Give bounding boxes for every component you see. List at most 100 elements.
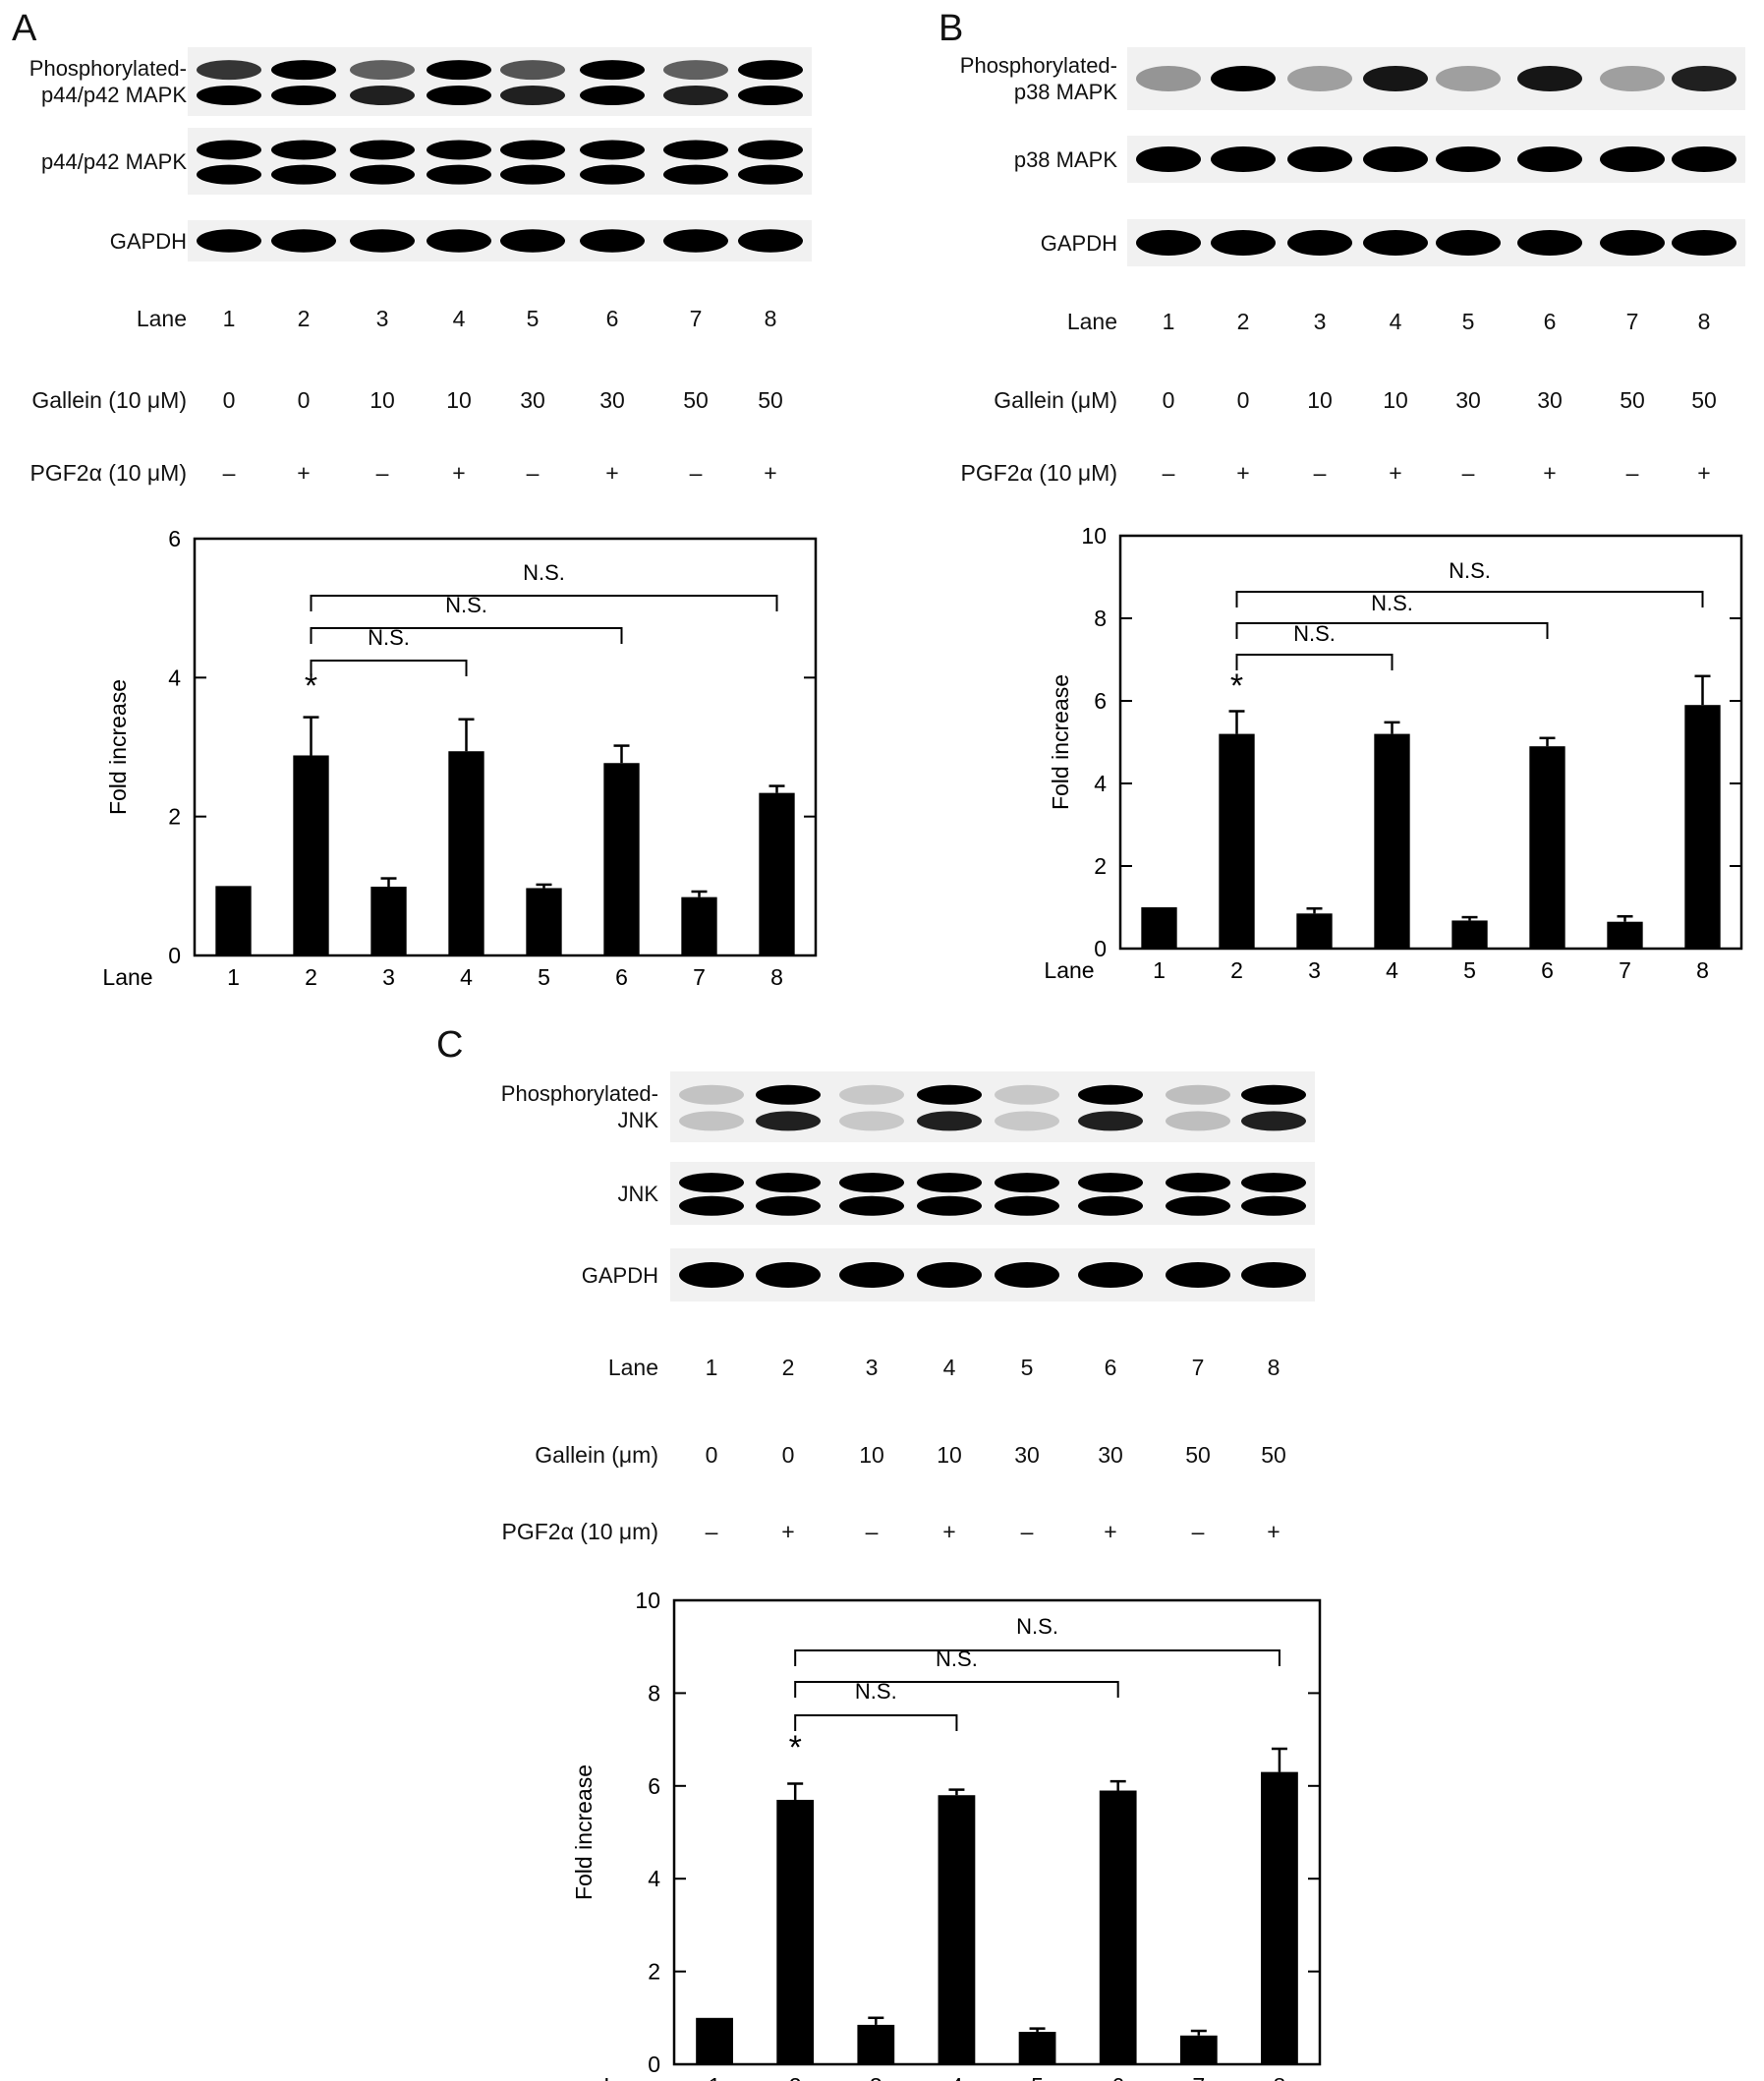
condition-value: 10 xyxy=(446,387,472,413)
blot-band xyxy=(580,164,645,185)
blot-band xyxy=(1211,146,1276,172)
blot-band xyxy=(756,1173,821,1193)
blot-label: Phosphorylated-p38 MAPK xyxy=(959,53,1117,104)
blot-band xyxy=(995,1111,1059,1131)
blot-band xyxy=(1363,66,1428,91)
blot-band xyxy=(995,1173,1059,1193)
bar xyxy=(1529,746,1565,949)
blot-band xyxy=(738,229,803,253)
condition-value: 50 xyxy=(1261,1442,1286,1468)
blot-band xyxy=(580,140,645,160)
condition-row-label: PGF2α (10 μm) xyxy=(501,1519,658,1544)
blot-band xyxy=(679,1173,744,1193)
condition-value: 10 xyxy=(937,1442,962,1468)
blot-band xyxy=(1166,1262,1230,1288)
blot-band xyxy=(271,86,336,105)
bar xyxy=(681,896,717,955)
x-tick-label: 5 xyxy=(538,964,550,990)
blot-band xyxy=(839,1173,904,1193)
blot-bands xyxy=(197,60,803,105)
blot-bands xyxy=(1136,146,1736,172)
blot-band xyxy=(663,86,728,105)
condition-value: – xyxy=(1461,460,1475,486)
bar xyxy=(1684,705,1721,949)
x-tick-label: 8 xyxy=(770,964,783,990)
condition-value: 0 xyxy=(297,387,311,413)
blot-band xyxy=(839,1262,904,1288)
condition-value: 1 xyxy=(705,1355,718,1380)
blot-band xyxy=(1078,1111,1143,1131)
condition-value: – xyxy=(689,460,703,486)
y-tick-label: 4 xyxy=(168,665,181,690)
blot-band xyxy=(1241,1173,1306,1193)
condition-value: + xyxy=(1104,1519,1117,1544)
comparison-bracket xyxy=(794,1714,958,1731)
condition-value: 5 xyxy=(1461,309,1475,334)
x-tick-label: 8 xyxy=(1696,957,1709,983)
condition-value: 2 xyxy=(297,306,311,331)
condition-value: – xyxy=(705,1519,718,1544)
blot-band xyxy=(1078,1195,1143,1216)
blot-band xyxy=(663,164,728,185)
blot-band xyxy=(1078,1173,1143,1193)
y-tick-label: 8 xyxy=(1094,606,1107,631)
bar xyxy=(759,792,795,955)
blot-band xyxy=(1166,1084,1230,1105)
panel-letter: C xyxy=(436,1024,464,1066)
comparison-bracket xyxy=(794,1649,1280,1666)
blot-label: GAPDH xyxy=(581,1262,658,1288)
condition-value: + xyxy=(1697,460,1711,486)
condition-row-label: PGF2α (10 μM) xyxy=(29,460,187,486)
comparison-bracket xyxy=(794,1681,1119,1698)
blot-band xyxy=(1166,1111,1230,1131)
blot-band xyxy=(663,140,728,160)
condition-value: 4 xyxy=(942,1355,956,1380)
blot-band xyxy=(1211,66,1276,91)
blot-band xyxy=(917,1195,982,1216)
blot-band xyxy=(500,164,565,185)
bar xyxy=(696,2017,733,2064)
x-tick-label: 7 xyxy=(1192,2073,1205,2081)
y-tick-label: 10 xyxy=(1081,523,1107,549)
blot-band xyxy=(917,1262,982,1288)
condition-value: 7 xyxy=(1191,1355,1205,1380)
comparison-bracket xyxy=(1235,622,1549,639)
blot-band xyxy=(1241,1084,1306,1105)
condition-row-label: Lane xyxy=(607,1355,658,1380)
condition-row-label: PGF2α (10 μM) xyxy=(960,460,1117,486)
condition-value: – xyxy=(375,460,389,486)
x-tick-label: 5 xyxy=(1463,957,1476,983)
blot-band xyxy=(995,1262,1059,1288)
condition-value: + xyxy=(781,1519,795,1544)
blot-label: Phosphorylated- JNK xyxy=(500,1081,658,1132)
bar xyxy=(1018,2031,1056,2064)
condition-value: 3 xyxy=(865,1355,879,1380)
condition-value: 30 xyxy=(1537,387,1563,413)
blot-band xyxy=(350,86,415,105)
plot-frame xyxy=(672,1598,1322,2066)
y-tick-label: 0 xyxy=(1094,936,1107,961)
comparison-label: N.S. xyxy=(1293,621,1336,646)
blot-band xyxy=(580,229,645,253)
bar xyxy=(215,886,252,955)
plot-frame xyxy=(1118,534,1743,951)
blot-band xyxy=(663,60,728,81)
condition-value: 5 xyxy=(526,306,540,331)
x-axis-title: Lane xyxy=(1044,957,1094,983)
blot-band xyxy=(1241,1195,1306,1216)
y-tick-label: 0 xyxy=(648,2052,660,2077)
blot-band xyxy=(500,140,565,160)
bar xyxy=(1451,920,1488,949)
condition-value: 30 xyxy=(1098,1442,1123,1468)
blot-band xyxy=(271,60,336,81)
blot-strip xyxy=(188,47,812,116)
condition-value: + xyxy=(942,1519,956,1544)
blot-label: GAPDH xyxy=(1040,230,1117,256)
condition-value: 0 xyxy=(705,1442,718,1468)
bar xyxy=(1179,2035,1218,2064)
bar xyxy=(1141,907,1177,949)
blot-bands xyxy=(679,1262,1306,1288)
condition-value: 30 xyxy=(520,387,545,413)
blot-band xyxy=(917,1111,982,1131)
